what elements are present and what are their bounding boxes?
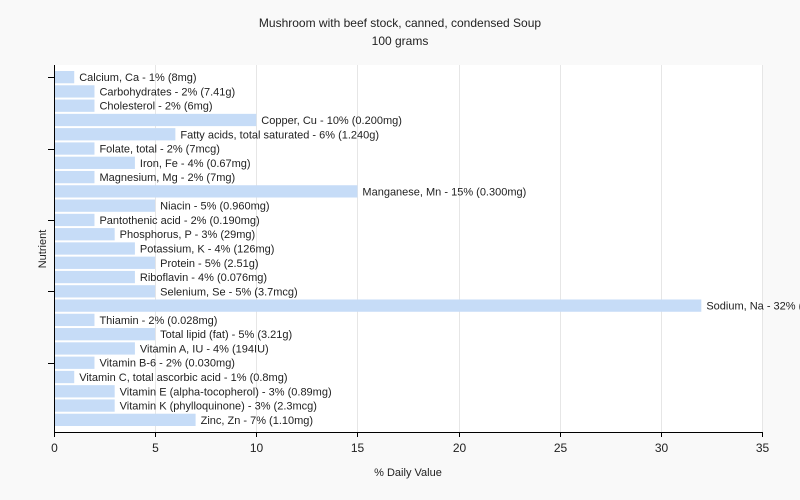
- bar: [54, 228, 115, 241]
- bar: [54, 285, 156, 298]
- bar: [54, 399, 115, 412]
- bar: [54, 385, 115, 398]
- bar-label: Protein - 5% (2.51g): [160, 258, 258, 270]
- x-tick-label: 0: [51, 441, 58, 455]
- bar: [54, 356, 95, 369]
- bar-label: Thiamin - 2% (0.028mg): [99, 315, 217, 327]
- bar-label: Sodium, Na - 32% (773mg): [706, 301, 800, 313]
- x-tick-label: 25: [554, 441, 568, 455]
- bar-label: Potassium, K - 4% (126mg): [140, 244, 275, 256]
- chart-subtitle: 100 grams: [372, 34, 429, 48]
- grid-lines: [155, 65, 763, 432]
- bar-label: Niacin - 5% (0.960mg): [160, 201, 269, 213]
- bar-label: Selenium, Se - 5% (3.7mcg): [160, 286, 298, 298]
- bar: [54, 270, 135, 284]
- bar-label: Carbohydrates - 2% (7.41g): [99, 86, 235, 98]
- bar: [54, 156, 135, 169]
- bar: [54, 85, 95, 98]
- bar-label: Magnesium, Mg - 2% (7mg): [99, 172, 235, 184]
- chart-title: Mushroom with beef stock, canned, conden…: [259, 16, 541, 30]
- bar: [54, 170, 95, 184]
- bar-label: Vitamin A, IU - 4% (194IU): [140, 343, 269, 355]
- x-tick-label: 35: [756, 441, 770, 455]
- bar-label: Vitamin K (phylloquinone) - 3% (2.3mcg): [120, 401, 317, 413]
- axes-group: 0 5 10 15 20 25 30 35: [48, 65, 769, 455]
- bar: [54, 413, 196, 427]
- x-tick-label: 30: [655, 441, 669, 455]
- bar-label: Vitamin E (alpha-tocopherol) - 3% (0.89m…: [120, 386, 332, 398]
- x-tick-label: 15: [351, 441, 365, 455]
- bar: [54, 199, 156, 212]
- bar-label: Vitamin B-6 - 2% (0.030mg): [99, 358, 235, 370]
- x-axis-label: % Daily Value: [374, 467, 442, 479]
- x-tick-label: 10: [250, 441, 264, 455]
- bar-label: Total lipid (fat) - 5% (3.21g): [160, 329, 292, 341]
- x-tick-label: 5: [152, 441, 159, 455]
- bar: [54, 256, 156, 269]
- bar: [54, 242, 135, 255]
- bars-group: Calcium, Ca - 1% (8mg) Carbohydrates - 2%…: [54, 70, 800, 427]
- bar: [54, 213, 95, 227]
- bar-label: Copper, Cu - 10% (0.200mg): [261, 115, 402, 127]
- bar: [54, 142, 95, 155]
- bar-label: Pantothenic acid - 2% (0.190mg): [99, 215, 259, 227]
- y-axis-label: Nutrient: [37, 230, 49, 269]
- bar-label: Fatty acids, total saturated - 6% (1.240…: [180, 129, 379, 141]
- bar: [54, 370, 75, 384]
- plot-area: [54, 65, 762, 432]
- bar-label: Calcium, Ca - 1% (8mg): [79, 72, 196, 84]
- bar-label: Manganese, Mn - 15% (0.300mg): [362, 186, 526, 198]
- bar-label: Vitamin C, total ascorbic acid - 1% (0.8…: [79, 372, 287, 384]
- bar: [54, 313, 95, 327]
- bar-label: Zinc, Zn - 7% (1.10mg): [201, 415, 313, 427]
- bar: [54, 128, 176, 141]
- bar: [54, 70, 75, 84]
- bar-label: Iron, Fe - 4% (0.67mg): [140, 158, 251, 170]
- bar-label: Folate, total - 2% (7mcg): [99, 144, 219, 156]
- bar-label: Riboflavin - 4% (0.076mg): [140, 272, 267, 284]
- x-tick-label: 20: [453, 441, 467, 455]
- bar: [54, 113, 257, 127]
- bar: [54, 328, 156, 341]
- bar: [54, 342, 135, 355]
- bar: [54, 99, 95, 112]
- bar: [54, 185, 358, 198]
- bar-label: Phosphorus, P - 3% (29mg): [120, 229, 256, 241]
- bar: [54, 299, 702, 312]
- bar-label: Cholesterol - 2% (6mg): [99, 101, 212, 113]
